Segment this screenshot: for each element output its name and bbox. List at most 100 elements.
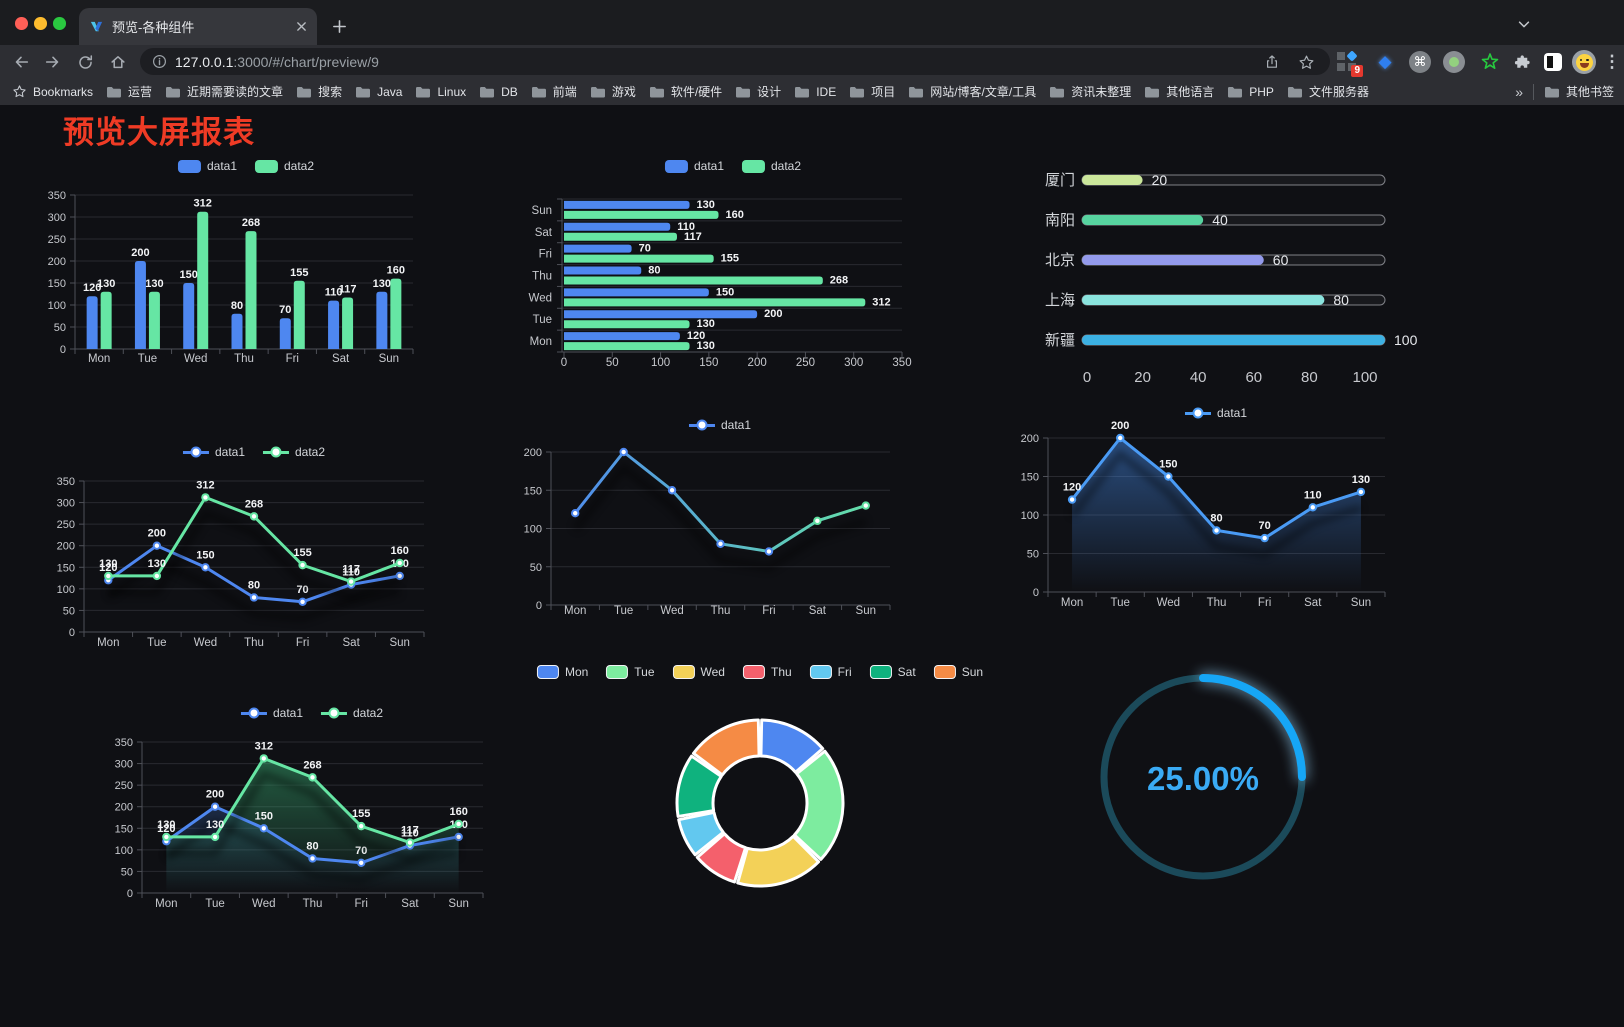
bar-horizontal-legend: data1 data2: [664, 159, 801, 173]
bookmark-item[interactable]: PHP: [1227, 85, 1274, 99]
bookmark-item[interactable]: IDE: [794, 85, 836, 99]
bookmark-item[interactable]: 前端: [531, 83, 577, 100]
legend-label: Thu: [770, 665, 792, 679]
bookmark-label: 游戏: [611, 85, 636, 99]
window-minimize-button[interactable]: [34, 17, 47, 30]
legend-item[interactable]: data2: [255, 159, 314, 173]
folder-icon: [166, 86, 181, 97]
bookmark-item[interactable]: 文件服务器: [1287, 83, 1369, 100]
new-tab-button[interactable]: [326, 13, 352, 39]
forward-icon[interactable]: [40, 49, 66, 75]
bookmarks-divider: [1532, 83, 1534, 100]
legend-item[interactable]: data1: [177, 159, 237, 173]
proxy-extension-icon[interactable]: 9: [1334, 49, 1363, 77]
bookmarks-root[interactable]: Bookmarks: [12, 84, 93, 99]
home-icon[interactable]: [105, 49, 131, 75]
site-info-icon[interactable]: [152, 54, 167, 69]
legend-marker: [182, 446, 209, 459]
extensions-row: 9 ◆ ⌘ ⋮: [0, 45, 1624, 78]
tab-search-chevron-icon[interactable]: [1512, 12, 1536, 36]
bookmark-label: 资讯未整理: [1071, 85, 1132, 99]
legend-label: Fri: [837, 665, 852, 679]
recorder-extension-icon[interactable]: [1441, 49, 1467, 75]
page-title: 预览大屏报表: [63, 115, 255, 150]
legend-item[interactable]: data2: [263, 445, 325, 459]
legend-marker: [809, 665, 832, 679]
legend-marker: [263, 446, 289, 459]
legend-marker: [255, 159, 278, 173]
back-icon[interactable]: [8, 49, 34, 75]
legend-item[interactable]: Thu: [742, 665, 792, 679]
folder-icon: [107, 86, 122, 97]
legend-item[interactable]: data1: [688, 418, 751, 432]
other-bookmarks-folder[interactable]: 其他书签: [1544, 83, 1614, 100]
legend-label: data1: [1216, 406, 1248, 420]
legend-item[interactable]: Fri: [809, 665, 852, 679]
bookmark-item[interactable]: DB: [479, 85, 518, 99]
folder-icon: [1145, 86, 1160, 97]
green-star-extension-icon[interactable]: [1477, 49, 1503, 75]
legend-label: data2: [284, 159, 315, 173]
profile-avatar[interactable]: [1571, 49, 1597, 75]
legend-item[interactable]: data1: [1184, 406, 1248, 420]
bookmark-item[interactable]: 项目: [849, 83, 895, 100]
line-two-series-legend: data1 data2: [182, 445, 325, 459]
legend-item[interactable]: data1: [182, 445, 245, 459]
reload-icon[interactable]: [72, 49, 98, 75]
legend-marker: [536, 665, 559, 679]
folder-icon: [416, 86, 431, 97]
legend-item[interactable]: Sun: [933, 665, 983, 679]
legend-item[interactable]: data1: [664, 159, 724, 173]
bookmark-star-icon[interactable]: [1293, 49, 1319, 75]
legend-marker: [688, 419, 715, 432]
tab-close-icon[interactable]: [296, 21, 307, 32]
legend-item[interactable]: data1: [240, 706, 303, 720]
bookmark-item[interactable]: 软件/硬件: [649, 83, 722, 100]
bookmark-item[interactable]: 资讯未整理: [1049, 83, 1131, 100]
legend-item[interactable]: Mon: [536, 665, 588, 679]
url-bar[interactable]: 127.0.0.1:3000/#/chart/preview/9: [140, 48, 1330, 75]
bookmark-item[interactable]: 运营: [106, 83, 152, 100]
legend-marker: [606, 665, 629, 679]
legend-marker: [1184, 407, 1211, 420]
folder-icon: [590, 86, 605, 97]
extensions-puzzle-icon[interactable]: [1509, 49, 1535, 75]
share-icon[interactable]: [1259, 49, 1285, 75]
folder-icon: [356, 86, 371, 97]
command-extension-icon[interactable]: ⌘: [1407, 49, 1433, 75]
browser-menu-kebab-icon[interactable]: ⋮: [1603, 52, 1621, 71]
bookmarks-bar: Bookmarks 运营 近期需要读的文章 搜索 Java Linux DB 前端 游戏 软件/…: [0, 78, 1624, 105]
gem-extension-icon[interactable]: ◆: [1378, 52, 1392, 71]
bookmark-label: 软件/硬件: [670, 85, 723, 99]
bookmark-label: 网站/博客/文章/工具: [930, 85, 1037, 99]
legend-item[interactable]: data2: [321, 706, 383, 720]
legend-item[interactable]: Sat: [869, 665, 916, 679]
window-close-button[interactable]: [15, 17, 28, 30]
legend-marker: [664, 159, 688, 173]
bookmark-label: 前端: [552, 85, 577, 99]
legend-marker: [869, 665, 892, 679]
bookmarks-root-label: Bookmarks: [33, 84, 94, 99]
legend-item[interactable]: Tue: [606, 665, 655, 679]
legend-label: data2: [353, 706, 384, 720]
star-icon: [13, 85, 26, 98]
bookmark-items: 运营 近期需要读的文章 搜索 Java Linux DB 前端 游戏 软件/硬件 设计 IDE 项目 网…: [106, 83, 1382, 100]
legend-item[interactable]: Wed: [672, 665, 725, 679]
page-content: [0, 105, 1624, 1027]
bookmark-item[interactable]: 游戏: [590, 83, 636, 100]
folder-icon: [1228, 86, 1243, 97]
window-zoom-button[interactable]: [53, 17, 66, 30]
bookmark-item[interactable]: 近期需要读的文章: [165, 83, 283, 100]
bookmark-item[interactable]: Java: [355, 85, 402, 99]
bookmarks-overflow-chevron[interactable]: »: [1515, 83, 1523, 100]
legend-item[interactable]: data2: [742, 159, 801, 173]
bookmark-item[interactable]: 搜索: [296, 83, 342, 100]
bookmark-item[interactable]: 网站/博客/文章/工具: [908, 83, 1036, 100]
bookmark-item[interactable]: Linux: [415, 85, 466, 99]
legend-marker: [742, 665, 765, 679]
dark-mode-extension-icon[interactable]: [1540, 49, 1566, 75]
bookmark-label: 设计: [757, 85, 782, 99]
bookmark-item[interactable]: 设计: [735, 83, 781, 100]
bookmark-item[interactable]: 其他语言: [1144, 83, 1214, 100]
browser-tab[interactable]: 预览-各种组件: [79, 8, 317, 45]
